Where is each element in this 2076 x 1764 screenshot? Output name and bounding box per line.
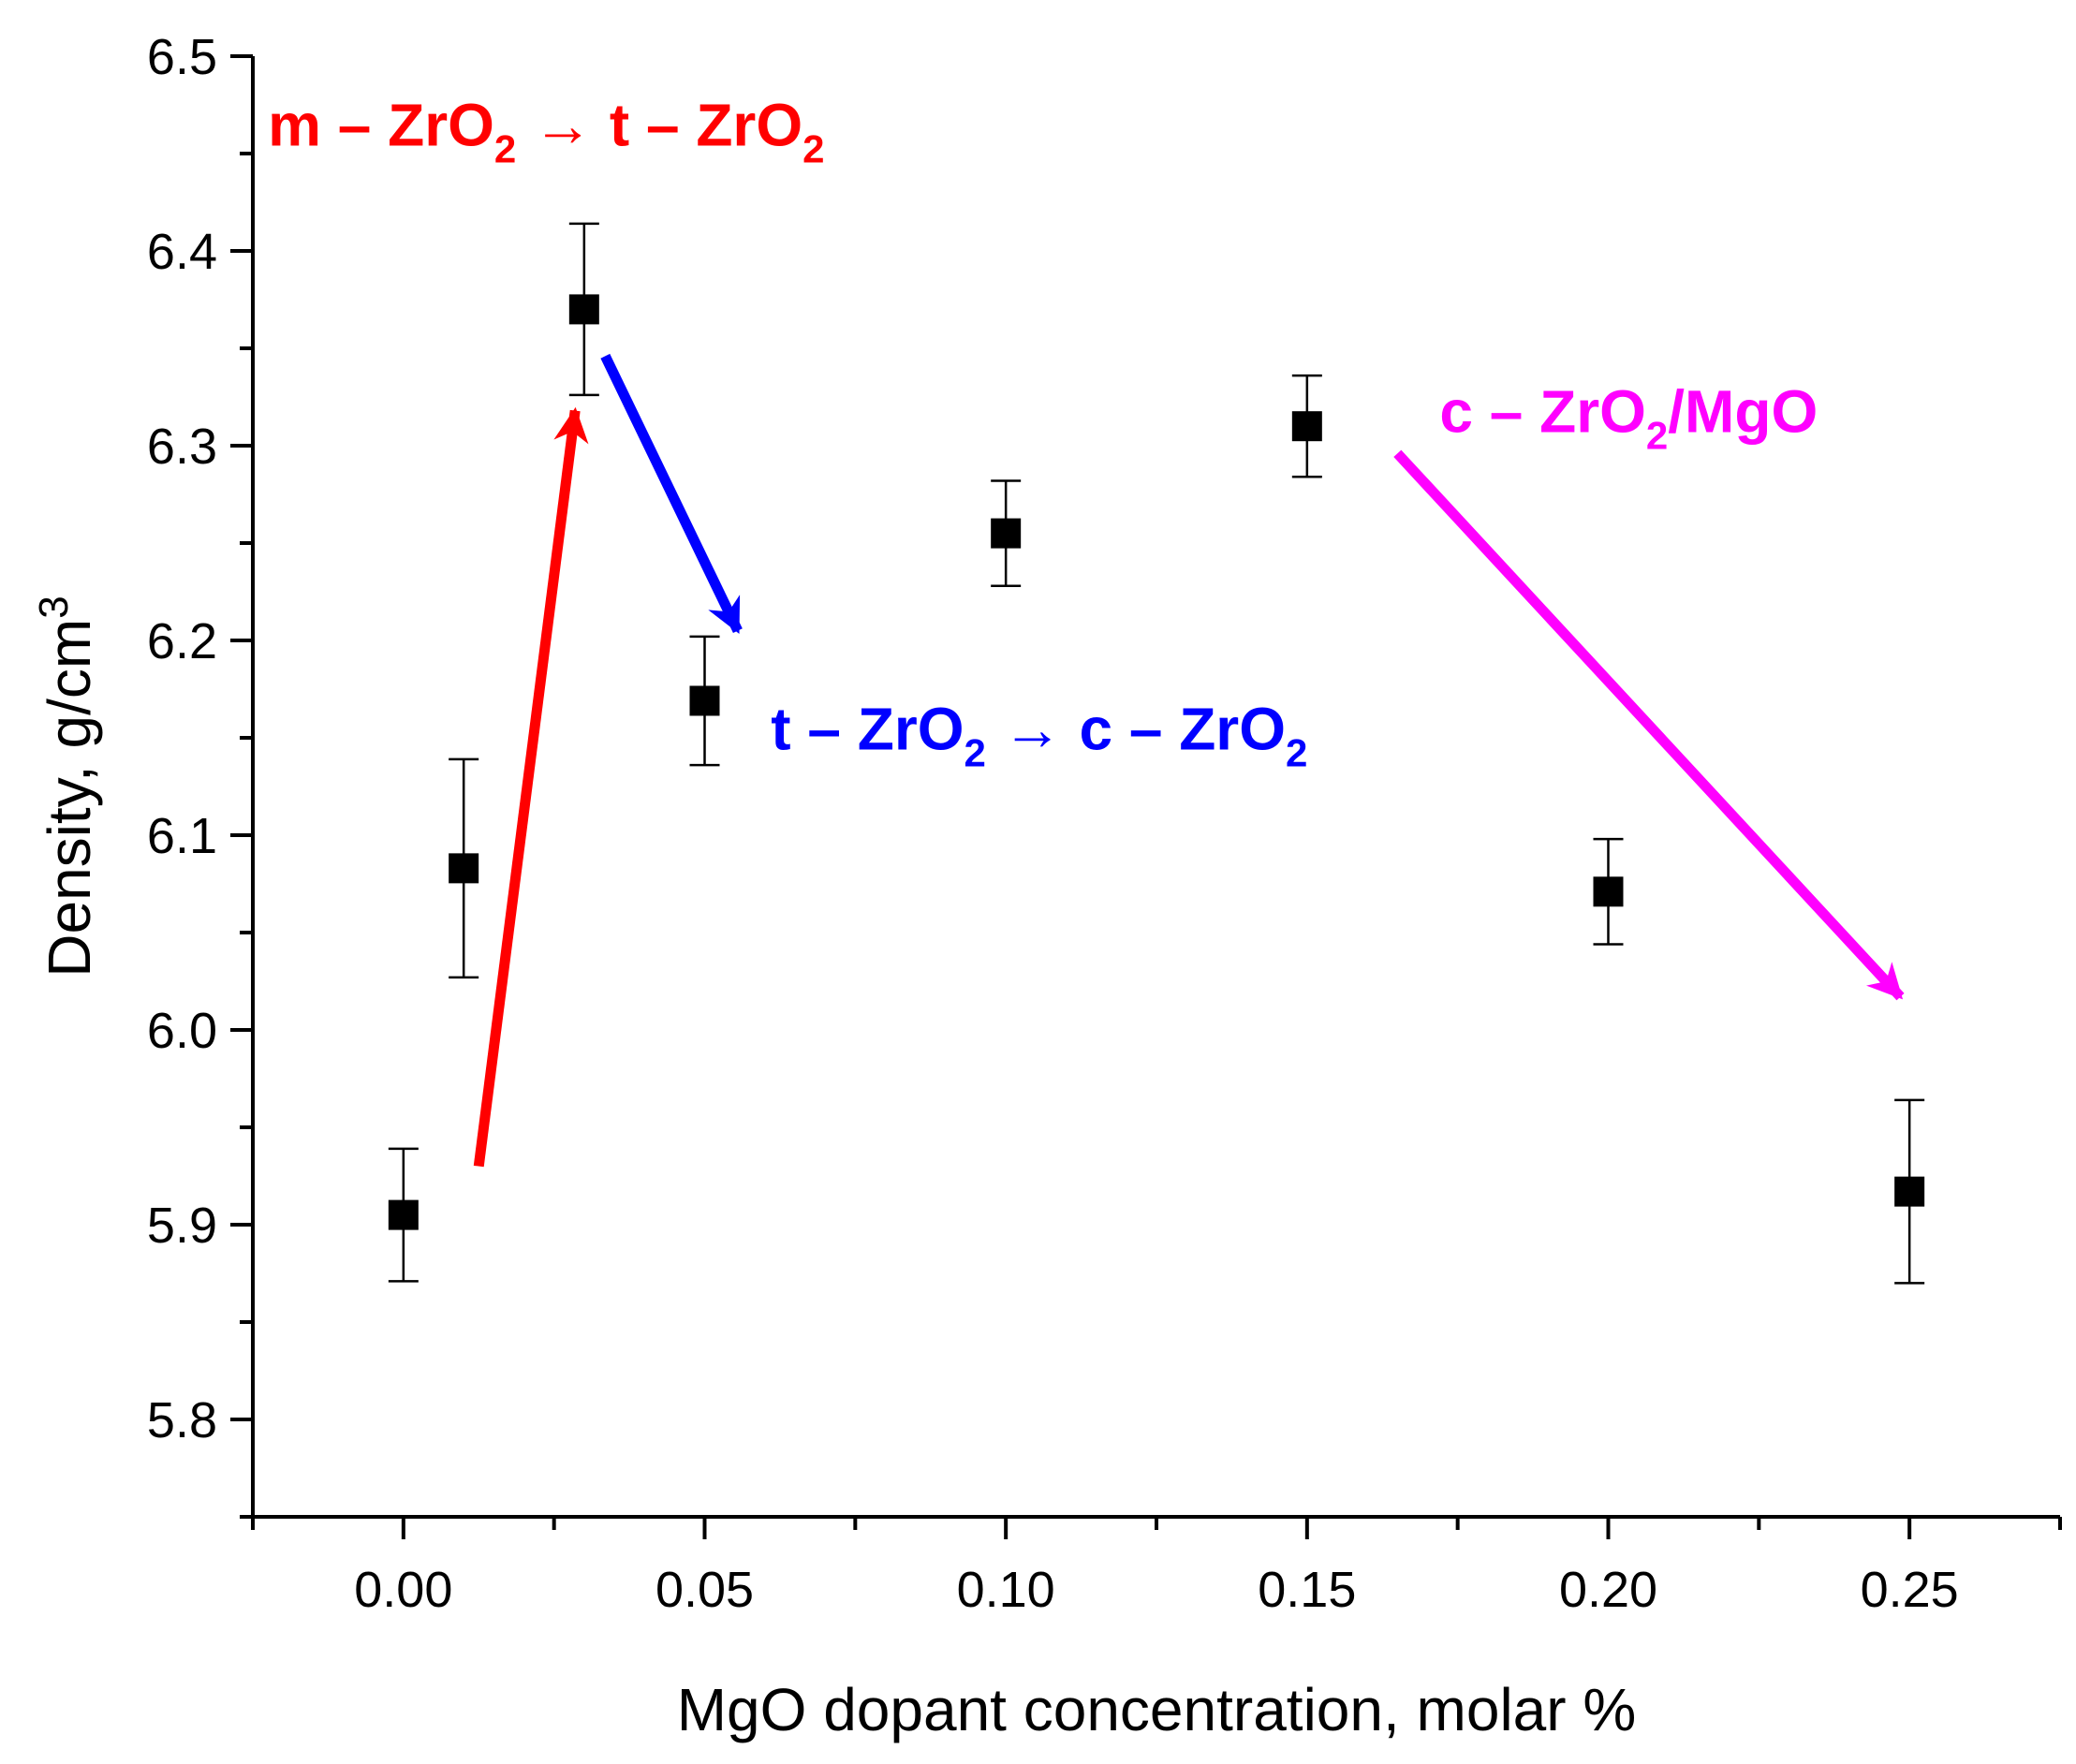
annotation-subscript: 2 bbox=[1646, 413, 1668, 457]
annotation-t-to-c: t – ZrO2 → c – ZrO2 bbox=[600, 353, 1307, 774]
y-tick-label: 6.3 bbox=[147, 419, 217, 475]
data-point-group bbox=[991, 479, 1022, 588]
annotation-label: t – ZrO2 → c – ZrO2 bbox=[771, 695, 1307, 774]
data-marker bbox=[991, 518, 1022, 549]
annotation-label: m – ZrO2 → t – ZrO2 bbox=[268, 92, 824, 171]
annotation-subscript: 2 bbox=[1286, 730, 1307, 774]
data-point-group bbox=[568, 222, 599, 397]
y-tick-label: 6.1 bbox=[147, 808, 217, 864]
data-marker bbox=[689, 685, 720, 716]
x-axis-ticks: 0.00 0.05 0.10 0.15 0.20 0.25 bbox=[251, 1517, 2062, 1618]
data-marker bbox=[568, 294, 599, 325]
y-tick-label: 6.4 bbox=[147, 224, 217, 280]
y-tick-label: 6.5 bbox=[147, 29, 217, 85]
annotation-arrow bbox=[1393, 449, 1905, 1001]
x-tick-label: 0.05 bbox=[655, 1562, 754, 1618]
annotation-arrow bbox=[473, 406, 589, 1168]
data-marker bbox=[388, 1199, 419, 1230]
y-tick-label: 5.9 bbox=[147, 1198, 217, 1254]
x-tick-label: 0.10 bbox=[957, 1562, 1055, 1618]
annotation-c-mgo: c – ZrO2/MgO bbox=[1393, 377, 1905, 1001]
data-marker bbox=[1894, 1176, 1925, 1207]
data-point-group bbox=[689, 635, 720, 767]
y-axis-ticks: 5.8 5.9 6.0 6.1 6.2 6.3 6.4 6.5 bbox=[147, 29, 253, 1519]
annotation-subscript: 2 bbox=[494, 127, 516, 171]
annotation-text: m – ZrO bbox=[268, 92, 494, 159]
data-point-group bbox=[1593, 837, 1624, 946]
x-tick-label: 0.15 bbox=[1258, 1562, 1356, 1618]
annotation-text: t – ZrO bbox=[771, 695, 964, 762]
annotation-text: → t – ZrO bbox=[516, 92, 802, 159]
annotation-text: /MgO bbox=[1668, 377, 1818, 445]
data-marker bbox=[1593, 876, 1624, 907]
annotation-subscript: 2 bbox=[802, 127, 824, 171]
data-point-group bbox=[1291, 374, 1322, 478]
x-tick-label: 0.25 bbox=[1861, 1562, 1959, 1618]
data-point-group bbox=[449, 757, 479, 979]
y-tick-label: 5.8 bbox=[147, 1392, 217, 1448]
annotation-label: c – ZrO2/MgO bbox=[1439, 377, 1818, 457]
data-point-group bbox=[1894, 1098, 1925, 1285]
annotation-subscript: 2 bbox=[964, 730, 986, 774]
data-point-group bbox=[388, 1147, 419, 1283]
y-tick-label: 6.2 bbox=[147, 613, 217, 669]
x-axis-title: MgO dopant concentration, molar % bbox=[677, 1676, 1637, 1743]
y-axis-title-main: Density, g/cm bbox=[36, 619, 103, 978]
x-tick-label: 0.20 bbox=[1559, 1562, 1657, 1618]
annotation-text: c – ZrO bbox=[1439, 377, 1646, 445]
annotation-m-to-t: m – ZrO2 → t – ZrO2 bbox=[268, 92, 824, 1168]
y-axis-title-superscript: 3 bbox=[31, 595, 77, 618]
annotation-text: → c – ZrO bbox=[986, 695, 1286, 762]
y-axis-title: Density, g/cm3 bbox=[31, 595, 103, 977]
data-marker bbox=[449, 853, 479, 884]
data-points bbox=[388, 222, 1925, 1285]
x-tick-label: 0.00 bbox=[354, 1562, 452, 1618]
data-marker bbox=[1291, 411, 1322, 442]
y-tick-label: 6.0 bbox=[147, 1003, 217, 1059]
annotation-arrow bbox=[600, 353, 743, 634]
